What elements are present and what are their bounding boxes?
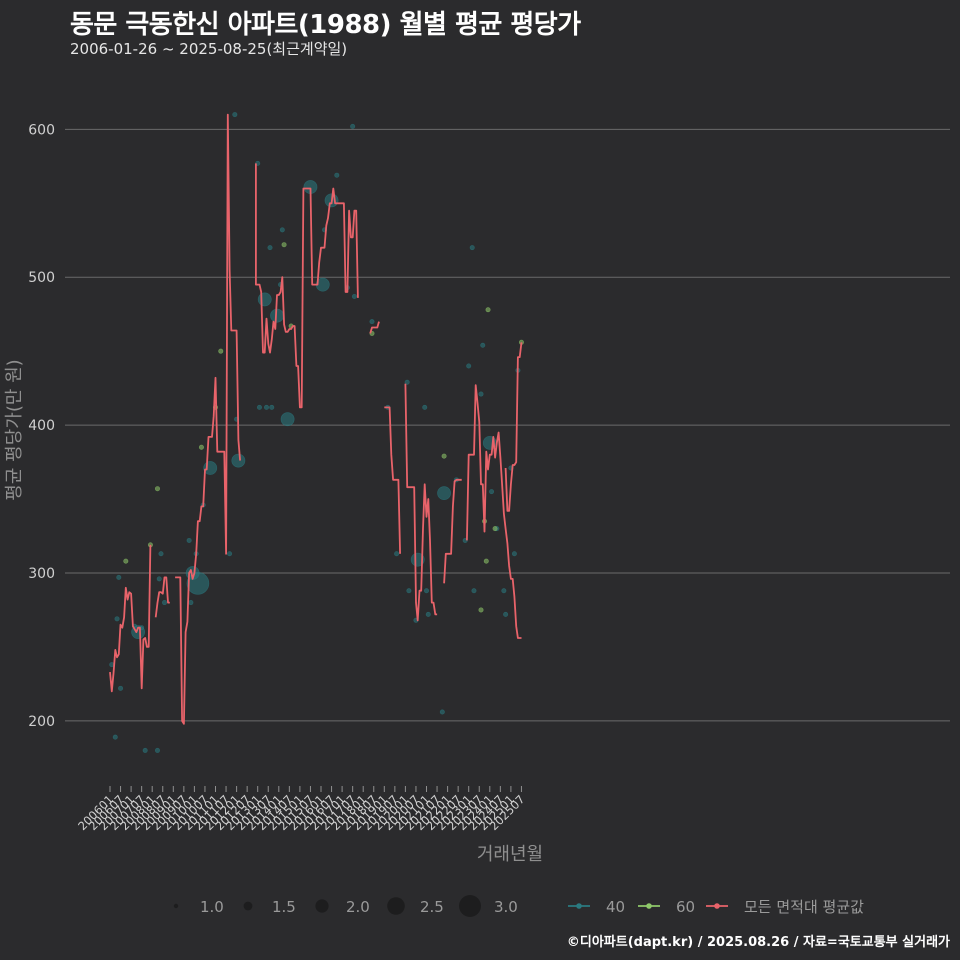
- point-60: [281, 242, 287, 248]
- point-40: [162, 600, 168, 606]
- series-40-points: [109, 112, 521, 753]
- point-40: [154, 747, 160, 753]
- point-40: [471, 588, 477, 594]
- source-caption: ©디아파트(dapt.kr) / 2025.08.26 / 자료=국토교통부 실…: [566, 935, 950, 950]
- point-40: [116, 574, 122, 580]
- point-40: [466, 363, 472, 369]
- legend-size-label: 2.0: [346, 898, 370, 916]
- average-line-segment: [443, 478, 462, 584]
- y-tick-label: 500: [28, 270, 55, 286]
- average-line-segment: [175, 113, 241, 725]
- x-axis-label: 거래년월: [477, 844, 543, 865]
- point-40: [437, 486, 451, 501]
- point-40: [404, 379, 410, 385]
- legend-point-key: [714, 903, 720, 909]
- legend-size-key: [459, 895, 481, 917]
- point-40: [232, 112, 238, 118]
- average-line-segment: [255, 163, 359, 409]
- point-40: [269, 404, 275, 410]
- point-40: [231, 453, 246, 468]
- point-40: [279, 227, 285, 233]
- chart-subtitle: 2006-01-26 ~ 2025-08-25(최근계약일): [70, 40, 348, 58]
- average-line-segment: [154, 576, 170, 618]
- y-axis-label: 평균 평당가(만 원): [4, 359, 25, 500]
- point-40: [280, 412, 295, 427]
- y-tick-label: 200: [28, 714, 55, 730]
- point-40: [112, 734, 118, 740]
- point-40: [423, 588, 429, 594]
- point-40: [186, 572, 210, 595]
- point-40: [425, 611, 431, 617]
- point-40: [142, 747, 148, 753]
- point-40: [503, 611, 509, 617]
- point-60: [198, 444, 204, 450]
- point-40: [156, 576, 162, 582]
- point-40: [256, 404, 262, 410]
- point-40: [227, 551, 233, 557]
- y-tick-label: 300: [28, 566, 55, 582]
- series-average-line: [109, 113, 523, 725]
- legend: 1.0 1.5 2.0 2.5 3.0 40 60 모든 면적대 평균값: [173, 895, 864, 917]
- point-60: [478, 607, 484, 613]
- point-40: [439, 709, 445, 715]
- series-60-points: [123, 242, 524, 613]
- point-40: [114, 616, 120, 622]
- legend-size-key: [387, 897, 405, 915]
- legend-point-key: [646, 903, 652, 909]
- average-line-segment: [369, 321, 380, 334]
- point-40: [511, 551, 517, 557]
- point-40: [394, 551, 400, 557]
- legend-size-key: [173, 903, 179, 909]
- legend-size-label: 3.0: [494, 898, 518, 916]
- y-tick-label: 600: [28, 122, 55, 138]
- point-60: [154, 486, 160, 492]
- point-40: [351, 293, 357, 299]
- legend-size-label: 1.0: [200, 898, 224, 916]
- point-40: [267, 245, 273, 251]
- average-line-segment: [466, 384, 522, 639]
- point-40: [478, 391, 484, 397]
- point-40: [406, 588, 412, 594]
- average-line-segment: [404, 383, 438, 622]
- point-40: [334, 172, 340, 178]
- point-40: [501, 588, 507, 594]
- y-tick-label: 400: [28, 418, 55, 434]
- average-line-segment: [384, 406, 401, 554]
- legend-series-label: 40: [606, 898, 625, 916]
- point-40: [422, 404, 428, 410]
- point-40: [480, 342, 486, 348]
- legend-size-key: [315, 899, 329, 913]
- point-40: [469, 245, 475, 251]
- point-60: [483, 558, 489, 564]
- legend-size-key: [243, 901, 253, 911]
- point-40: [369, 319, 375, 325]
- average-line-segment: [109, 544, 152, 693]
- gridlines: [65, 128, 950, 722]
- x-tick-labels: 2006012006072007012007072008012008072009…: [75, 786, 528, 833]
- legend-series-label: 60: [676, 898, 695, 916]
- point-40: [118, 685, 124, 691]
- point-60: [123, 558, 129, 564]
- legend-size-label: 2.5: [420, 898, 444, 916]
- legend-series-label: 모든 면적대 평균값: [744, 898, 864, 916]
- point-40: [158, 551, 164, 557]
- point-40: [188, 600, 194, 606]
- legend-point-key: [576, 903, 582, 909]
- average-line-segment: [504, 342, 523, 512]
- point-60: [441, 453, 447, 459]
- point-40: [350, 123, 356, 129]
- point-40: [489, 489, 495, 495]
- y-tick-labels: 200 300 400 500 600: [28, 122, 55, 729]
- point-40: [186, 537, 192, 543]
- point-60: [485, 307, 491, 313]
- chart-title: 동문 극동한신 아파트(1988) 월별 평균 평당가: [70, 10, 581, 40]
- point-40: [263, 404, 269, 410]
- point-60: [218, 348, 224, 354]
- point-40: [257, 292, 272, 307]
- point-60: [492, 526, 498, 532]
- legend-size-label: 1.5: [272, 898, 296, 916]
